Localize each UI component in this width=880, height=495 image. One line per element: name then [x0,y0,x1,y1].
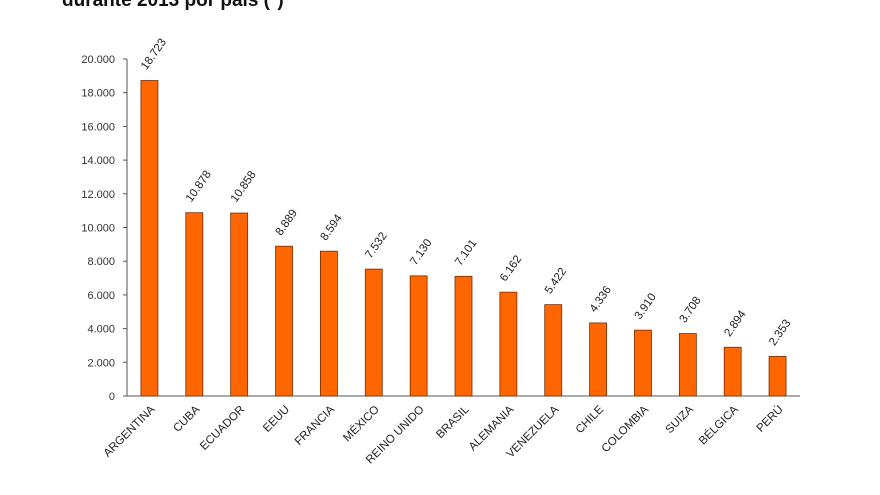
data-label: 2.353 [767,318,793,348]
data-label: 6.162 [498,253,524,283]
x-category-label: MÉXICO [341,403,382,444]
data-label: 18.723 [139,37,169,73]
bar-chile [589,322,607,397]
y-tick-label: 0 [109,391,115,403]
data-label: 3.708 [677,295,703,325]
x-category-label: BÉLGICA [696,403,741,448]
bar-reino-unido [409,275,428,397]
bar-brasil [454,275,473,397]
x-category-label: FRANCIA [293,403,337,447]
data-label: 8.889 [274,207,300,237]
bar-perú [768,355,787,397]
bar-venezuela [544,304,563,397]
x-category-label: PERÚ [754,403,786,435]
x-category-label: ALEMANIA [467,403,517,453]
data-label: 4.336 [588,284,614,314]
data-label: 7.532 [363,230,389,260]
data-label: 10.858 [229,169,259,205]
x-category-label: ARGENTINA [102,403,158,459]
data-label: 2.894 [722,308,749,339]
y-tick-label: 8.000 [87,256,115,268]
y-tick-label: 2.000 [87,357,115,369]
x-category-label: COLOMBIA [600,403,652,455]
data-label: 7.130 [408,237,434,267]
y-tick-label: 18.000 [81,88,115,100]
y-tick-label: 12.000 [81,189,115,201]
x-category-label: BRASIL [434,403,472,441]
bar-francia [319,250,338,397]
y-tick-label: 14.000 [81,155,115,167]
y-tick-label: 20.000 [81,54,115,66]
data-label: 3.910 [633,291,659,321]
y-tick-label: 10.000 [81,223,115,235]
bar-alemania [499,291,518,397]
data-label: 5.422 [543,266,569,296]
bar-colombia [634,329,652,397]
data-label: 7.101 [453,238,479,268]
y-tick-label: 6.000 [87,290,115,302]
y-tick-label: 4.000 [87,324,115,336]
data-label: 10.878 [184,169,214,205]
x-category-label: CUBA [171,403,202,434]
bar-argentina [140,80,159,397]
bar-cuba [185,212,204,397]
x-category-label: ECUADOR [198,404,247,453]
chart-title-line-2: durante 2013 por país (*) [62,0,284,11]
bar-bélgica [723,346,742,397]
chart-title: durante 2013 por país (*) [62,0,284,12]
bar-suiza [678,333,697,397]
data-label: 8.594 [319,212,346,243]
y-tick-label: 16.000 [81,121,115,133]
bar-méxico [364,268,383,397]
x-category-label: EEUU [261,404,292,435]
bar-eeuu [275,245,293,397]
chart-bars [140,80,787,397]
bar-ecuador [230,212,249,397]
x-category-label: SUIZA [664,403,697,436]
x-category-label: CHILE [574,403,607,436]
